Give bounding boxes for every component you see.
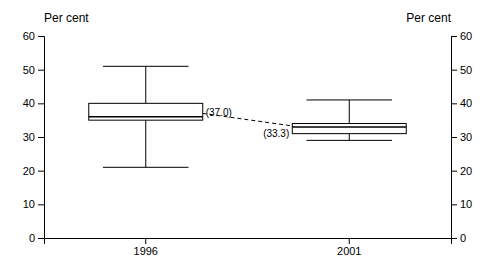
y2-axis-title: Per cent — [406, 11, 451, 25]
box-plot — [89, 66, 203, 167]
y-tick: 30 — [23, 131, 44, 143]
y-tick-mark — [38, 171, 44, 172]
y2-tick: 30 — [451, 131, 472, 143]
y-tick: 20 — [23, 165, 44, 177]
y-tick-label: 30 — [23, 131, 35, 143]
lower-whisker — [145, 120, 146, 167]
y2-tick-label: 30 — [460, 131, 472, 143]
y-axis-line — [38, 37, 45, 239]
mean-label: (33.3) — [263, 128, 289, 139]
y-tick-label: 20 — [23, 165, 35, 177]
y2-tick: 60 — [451, 30, 472, 42]
upper-whisker-cap — [103, 66, 188, 67]
y-tick-mark — [38, 103, 44, 104]
chart: 1996 2001 0 10 20 30 40 50 60 0 10 20 30 40 50 60 Per ce… — [0, 0, 495, 268]
y-tick: 60 — [23, 30, 44, 42]
x-tick: 1996 — [134, 238, 158, 257]
y2-tick-mark — [451, 238, 457, 239]
box — [292, 124, 406, 134]
y2-tick-label: 10 — [460, 198, 472, 210]
y-tick-label: 50 — [23, 64, 35, 76]
box-plot — [292, 100, 406, 140]
y-tick: 10 — [23, 198, 44, 210]
y-tick-mark — [38, 137, 44, 138]
y2-tick-mark — [451, 137, 457, 138]
x-tick-mark — [145, 238, 146, 244]
upper-whisker — [349, 100, 350, 124]
y-tick-label: 60 — [23, 30, 35, 42]
x-tick: 2001 — [337, 238, 361, 257]
box — [89, 103, 203, 120]
y-tick: 50 — [23, 64, 44, 76]
y-tick-mark — [38, 238, 44, 239]
y-tick-mark — [38, 204, 44, 205]
annotations: (37.0) (33.3) — [206, 107, 290, 139]
x-axis-line — [45, 239, 452, 245]
lower-whisker-cap — [103, 167, 188, 168]
y-tick-mark — [38, 36, 44, 37]
y2-tick-mark — [451, 103, 457, 104]
y2-tick-label: 60 — [460, 30, 472, 42]
y2-tick-mark — [451, 204, 457, 205]
y2-tick-label: 20 — [460, 165, 472, 177]
y2-axis-line — [452, 37, 458, 239]
x-axis: 1996 2001 — [45, 238, 452, 257]
y2-axis: 0 10 20 30 40 50 60 — [451, 30, 472, 244]
y2-tick-label: 40 — [460, 97, 472, 109]
y-axis: 0 10 20 30 40 50 60 — [23, 30, 45, 244]
y2-tick: 50 — [451, 64, 472, 76]
upper-whisker-cap — [307, 99, 392, 100]
lower-whisker — [349, 134, 350, 141]
upper-whisker — [145, 66, 146, 103]
y-tick-label: 40 — [23, 97, 35, 109]
y-tick: 0 — [29, 232, 44, 244]
y2-tick: 20 — [451, 165, 472, 177]
y-tick-mark — [38, 70, 44, 71]
plot: 1996 2001 0 10 20 30 40 50 60 0 10 20 30 40 50 60 Per ce… — [23, 11, 473, 257]
median — [292, 126, 406, 128]
mean-label: (37.0) — [206, 107, 232, 118]
median — [89, 116, 203, 118]
y-tick: 40 — [23, 97, 44, 109]
y2-tick-mark — [451, 70, 457, 71]
y2-tick: 0 — [451, 232, 466, 244]
lower-whisker-cap — [307, 140, 392, 141]
y2-tick-label: 0 — [460, 232, 466, 244]
x-tick-mark — [349, 238, 350, 244]
y-axis-title: Per cent — [44, 11, 89, 25]
y2-tick-label: 50 — [460, 64, 472, 76]
y2-tick-mark — [451, 36, 457, 37]
y-tick-label: 0 — [29, 232, 35, 244]
y2-tick: 10 — [451, 198, 472, 210]
marks — [89, 66, 406, 167]
y2-tick-mark — [451, 171, 457, 172]
y-tick-label: 10 — [23, 198, 35, 210]
y2-tick: 40 — [451, 97, 472, 109]
x-tick-label: 1996 — [134, 245, 158, 257]
x-tick-label: 2001 — [337, 245, 361, 257]
